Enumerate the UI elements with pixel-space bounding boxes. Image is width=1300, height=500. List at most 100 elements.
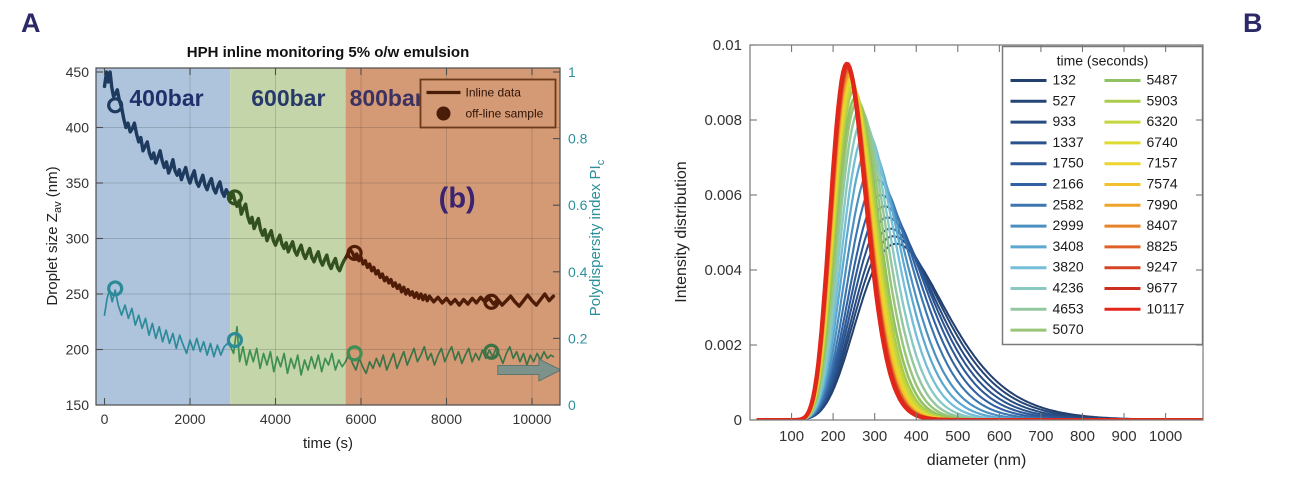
x-axis-label: time (s): [303, 435, 353, 452]
legend-entry-label: 6320: [1147, 113, 1178, 129]
x-tick-label: 800: [1070, 428, 1095, 445]
x-tick-label: 300: [862, 428, 887, 445]
legend-entry-label: 1337: [1053, 134, 1084, 150]
y-right-axis-label: Polydispersity index PIc: [587, 159, 607, 316]
offline-sample-marker: [346, 345, 363, 362]
y-right-tick-label: 0.4: [568, 264, 588, 280]
y-left-axis-label: Droplet size Zav (nm): [44, 166, 64, 305]
y-left-tick-label: 200: [66, 342, 90, 358]
series-droplet-size-inline: [102, 70, 233, 201]
series-pdi-inline: [229, 325, 347, 376]
distribution-curve-2999: [756, 163, 1203, 420]
legend-entry-label: 2166: [1053, 176, 1084, 192]
y-right-tick-label: 1: [568, 64, 576, 80]
y-left-tick-label: 300: [66, 231, 90, 247]
legend-entry-label: 4236: [1053, 280, 1084, 296]
legend-entry-label: 9677: [1147, 280, 1178, 296]
y-tick-label: 0.01: [713, 37, 742, 54]
x-tick-label: 900: [1112, 428, 1137, 445]
legend-entry-label: 7157: [1147, 155, 1178, 171]
series-droplet-size-inline: [228, 191, 348, 273]
series-pdi-inline: [344, 345, 555, 375]
y-tick-label: 0.004: [704, 262, 742, 279]
region-label-800bar: 800bar: [350, 85, 424, 111]
panel-a-label: A: [21, 8, 41, 38]
region-600bar: [230, 68, 346, 405]
distribution-curve-10117: [756, 61, 1203, 420]
region-400bar: [96, 68, 231, 405]
hph-inline-monitoring-chart: 400bar 600bar 800bar (b) Inline data off-line…: [44, 44, 607, 452]
legend-entry-label: 2999: [1053, 217, 1084, 233]
x-tick-label: 10000: [513, 411, 552, 427]
legend-entry-label: 527: [1053, 92, 1077, 108]
legend-entry-label: 7990: [1147, 196, 1178, 212]
y-left-tick-label: 400: [66, 120, 90, 136]
y-right-tick-label: 0.2: [568, 330, 588, 346]
x-tick-label: 4000: [260, 411, 291, 427]
direction-arrow: [497, 358, 560, 382]
legend-entry-label: 933: [1053, 113, 1077, 129]
legend-entry-label: 5070: [1053, 321, 1084, 337]
region-label-400bar: 400bar: [129, 85, 203, 111]
distribution-curve-3820: [756, 130, 1203, 420]
offline-sample-marker: [483, 343, 500, 360]
subfigure-annotation: (b): [439, 182, 476, 214]
y-tick-label: 0: [734, 412, 742, 429]
x-tick-label: 6000: [345, 411, 376, 427]
offline-sample-marker: [107, 97, 124, 114]
x-axis-label: diameter (nm): [927, 452, 1027, 469]
chart-title: HPH inline monitoring 5% o/w emulsion: [187, 44, 470, 61]
y-left-tick-label: 150: [66, 397, 90, 413]
x-tick-label: 8000: [431, 411, 462, 427]
distribution-curve-3408: [756, 145, 1203, 420]
offline-sample-marker: [107, 280, 124, 297]
y-tick-label: 0.008: [704, 112, 742, 129]
series-droplet-size-inline: [344, 247, 556, 308]
panel-b-label: B: [1243, 8, 1263, 38]
y-right-tick-label: 0.6: [568, 197, 588, 213]
legend-entry-label: 10117: [1147, 300, 1185, 316]
x-tick-label: 0: [101, 411, 109, 427]
y-axis-label: Intensity distribution: [673, 161, 690, 302]
legend-entry-label: 5903: [1147, 92, 1178, 108]
x-tick-label: 1000: [1149, 428, 1182, 445]
legend-circle-sample: [436, 106, 451, 121]
intensity-distribution-chart: time (seconds) 132 527 933 1337 1750 2166 2582 2…: [673, 37, 1204, 469]
legend-entry-label: 8825: [1147, 238, 1178, 254]
legend-box: [1001, 45, 1204, 346]
plot-border: [749, 44, 1204, 421]
legend-label: off-line sample: [466, 107, 544, 121]
x-tick-label: 400: [904, 428, 929, 445]
y-right-tick-label: 0: [568, 397, 576, 413]
y-left-tick-label: 450: [66, 64, 90, 80]
x-tick-label: 100: [779, 428, 804, 445]
region-label-600bar: 600bar: [251, 85, 325, 111]
legend-entry-label: 3408: [1053, 238, 1084, 254]
y-right-tick-label: 0.8: [568, 131, 588, 147]
x-tick-label: 600: [987, 428, 1012, 445]
legend-entry-label: 4653: [1053, 300, 1084, 316]
legend-entry-label: 5487: [1147, 72, 1178, 88]
legend-entry-label: 7574: [1147, 176, 1178, 192]
x-tick-label: 500: [945, 428, 970, 445]
y-tick-label: 0.002: [704, 337, 742, 354]
series-pdi-inline: [103, 289, 232, 358]
y-tick-label: 0.006: [704, 187, 742, 204]
x-tick-label: 2000: [174, 411, 205, 427]
legend-entry-label: 132: [1053, 72, 1077, 88]
legend-title: time (seconds): [1057, 53, 1149, 69]
distribution-curve-2582: [756, 178, 1203, 420]
offline-sample-marker: [346, 244, 363, 262]
y-left-tick-label: 250: [66, 286, 90, 302]
offline-sample-marker: [226, 331, 243, 349]
legend-entry-label: 1750: [1053, 155, 1084, 171]
legend-entry-label: 9247: [1147, 259, 1178, 275]
x-tick-label: 200: [821, 428, 846, 445]
offline-sample-marker: [483, 293, 500, 310]
legend-entry-label: 2582: [1053, 196, 1084, 212]
plot-border: [95, 67, 561, 406]
legend-entry-label: 3820: [1053, 259, 1084, 275]
offline-sample-marker: [226, 189, 243, 206]
x-tick-label: 700: [1028, 428, 1053, 445]
